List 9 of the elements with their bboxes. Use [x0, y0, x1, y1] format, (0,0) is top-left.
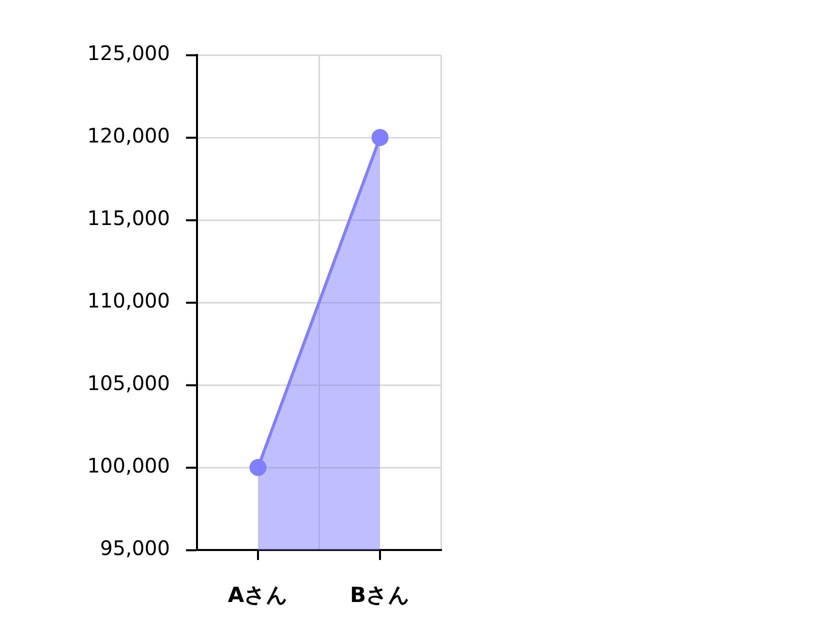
- y-tick-label: 115,000: [87, 206, 170, 230]
- y-tick-label: 120,000: [87, 124, 170, 148]
- x-tick-label: Aさん: [228, 583, 288, 608]
- y-tick-label: 95,000: [100, 536, 170, 560]
- x-tick-label: Bさん: [350, 583, 410, 608]
- y-tick-label: 100,000: [87, 454, 170, 478]
- y-tick-label: 110,000: [87, 288, 170, 313]
- y-tick-label: 105,000: [87, 371, 170, 396]
- y-tick-label: 125,000: [87, 41, 170, 66]
